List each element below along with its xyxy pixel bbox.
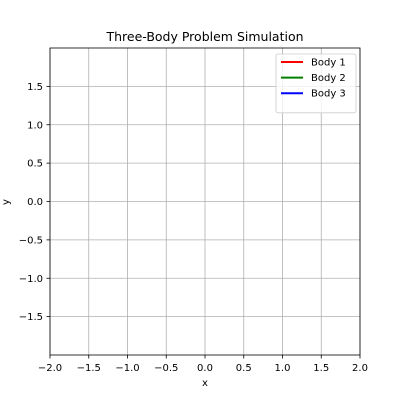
y-axis-label: y <box>1 199 12 205</box>
legend-box <box>275 53 357 114</box>
x-tick-label: −1.0 <box>115 363 139 374</box>
chart-title: Three-Body Problem Simulation <box>105 29 303 44</box>
x-axis-label: x <box>202 378 208 389</box>
y-tick-label: 0.0 <box>27 197 43 208</box>
y-tick-label: 0.5 <box>27 159 43 170</box>
legend-label-body-3: Body 3 <box>311 89 346 100</box>
legend-label-body-2: Body 2 <box>311 73 346 84</box>
x-tick-label: −0.5 <box>154 363 178 374</box>
y-tick-label: 1.0 <box>27 120 43 131</box>
y-tick-label: −0.5 <box>19 235 43 246</box>
x-tick-label: 1.0 <box>275 363 291 374</box>
y-tick-label: 1.5 <box>27 82 43 93</box>
y-tick-label: −1.5 <box>19 312 43 323</box>
x-tick-label: 1.5 <box>313 363 329 374</box>
x-tick-label: 0.5 <box>236 363 252 374</box>
x-tick-label: 2.0 <box>352 363 368 374</box>
axis-ticks: −2.0 −1.5 −1.0 −0.5 0.0 0.5 1.0 1.5 2.0 −1.5 −1.0 −… <box>19 82 368 374</box>
x-tick-label: −2.0 <box>38 363 62 374</box>
x-tick-label: 0.0 <box>197 363 213 374</box>
legend-label-body-1: Body 1 <box>311 58 346 69</box>
grid <box>49 48 361 355</box>
legend: Body 1 Body 2 Body 3 <box>275 53 357 114</box>
x-tick-label: −1.5 <box>77 363 101 374</box>
y-tick-label: −1.0 <box>19 274 43 285</box>
